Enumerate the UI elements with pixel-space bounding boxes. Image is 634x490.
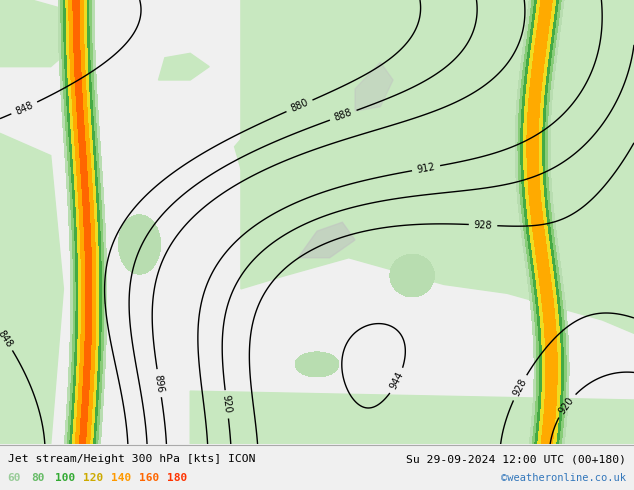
Text: 880: 880 [289,98,310,114]
Polygon shape [0,0,76,67]
Polygon shape [412,0,634,124]
Polygon shape [298,222,355,258]
Text: 944: 944 [389,370,406,392]
Text: Su 29-09-2024 12:00 UTC (00+180): Su 29-09-2024 12:00 UTC (00+180) [406,454,626,465]
Text: 848: 848 [14,99,35,117]
Text: 848: 848 [0,328,14,349]
Text: 100: 100 [55,473,75,483]
Polygon shape [158,53,209,80]
Text: 928: 928 [511,377,528,398]
Text: 60: 60 [8,473,21,483]
Text: 120: 120 [83,473,103,483]
Polygon shape [330,36,431,142]
Text: 888: 888 [333,107,354,123]
Text: 912: 912 [416,162,436,175]
Text: 80: 80 [31,473,44,483]
Text: ©weatheronline.co.uk: ©weatheronline.co.uk [501,473,626,483]
Text: 160: 160 [139,473,159,483]
Polygon shape [0,133,63,444]
Text: 180: 180 [167,473,187,483]
Text: 896: 896 [153,373,165,393]
Text: 920: 920 [557,395,576,416]
Polygon shape [190,391,634,444]
Polygon shape [235,124,279,169]
Text: 140: 140 [111,473,131,483]
Text: 928: 928 [474,220,493,230]
Text: 920: 920 [221,394,233,414]
Polygon shape [241,0,634,333]
Polygon shape [355,62,393,111]
Text: Jet stream/Height 300 hPa [kts] ICON: Jet stream/Height 300 hPa [kts] ICON [8,454,255,465]
